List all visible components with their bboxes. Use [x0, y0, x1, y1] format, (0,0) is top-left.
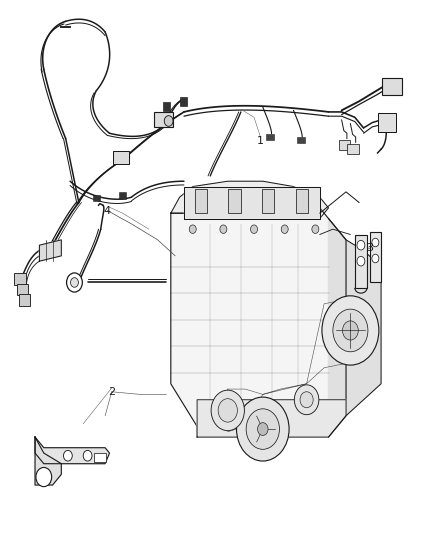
Polygon shape: [35, 437, 110, 464]
Circle shape: [372, 238, 379, 247]
Circle shape: [258, 423, 268, 435]
FancyBboxPatch shape: [94, 453, 106, 462]
Circle shape: [64, 450, 72, 461]
Polygon shape: [35, 437, 61, 485]
Polygon shape: [39, 240, 61, 261]
Bar: [119, 192, 126, 199]
Circle shape: [281, 225, 288, 233]
Circle shape: [343, 321, 358, 340]
FancyBboxPatch shape: [347, 144, 359, 154]
Circle shape: [372, 254, 379, 263]
Circle shape: [83, 450, 92, 461]
Polygon shape: [328, 219, 381, 437]
Bar: [229, 189, 241, 213]
FancyBboxPatch shape: [17, 284, 28, 295]
Circle shape: [218, 399, 237, 422]
Text: 1: 1: [257, 136, 264, 146]
Polygon shape: [197, 400, 346, 437]
Bar: [297, 137, 305, 143]
Circle shape: [189, 225, 196, 233]
FancyBboxPatch shape: [113, 151, 129, 164]
Circle shape: [357, 240, 365, 250]
Circle shape: [164, 116, 173, 126]
Text: 2: 2: [108, 387, 115, 397]
Circle shape: [237, 397, 289, 461]
FancyBboxPatch shape: [154, 112, 173, 127]
Text: 3: 3: [367, 243, 374, 253]
Circle shape: [246, 409, 279, 449]
Text: 4: 4: [104, 206, 111, 215]
Circle shape: [294, 385, 319, 415]
FancyBboxPatch shape: [14, 273, 26, 285]
Polygon shape: [184, 187, 320, 219]
FancyBboxPatch shape: [339, 140, 350, 150]
Bar: [180, 97, 187, 106]
Circle shape: [67, 273, 82, 292]
Circle shape: [36, 467, 52, 487]
Bar: [195, 189, 207, 213]
FancyBboxPatch shape: [382, 78, 402, 95]
Bar: [262, 189, 274, 213]
Bar: [370, 232, 381, 282]
FancyBboxPatch shape: [19, 294, 30, 306]
Circle shape: [251, 225, 258, 233]
Circle shape: [300, 392, 313, 408]
Circle shape: [71, 278, 78, 287]
Circle shape: [312, 225, 319, 233]
FancyBboxPatch shape: [378, 113, 396, 132]
Circle shape: [322, 296, 379, 365]
Bar: [93, 195, 100, 201]
Circle shape: [211, 390, 244, 431]
Circle shape: [357, 256, 365, 266]
Polygon shape: [171, 208, 346, 437]
Bar: [296, 189, 308, 213]
Bar: [163, 102, 170, 111]
Bar: [355, 235, 367, 288]
Circle shape: [220, 225, 227, 233]
Polygon shape: [171, 181, 328, 219]
Circle shape: [333, 309, 368, 352]
Bar: [266, 134, 274, 140]
